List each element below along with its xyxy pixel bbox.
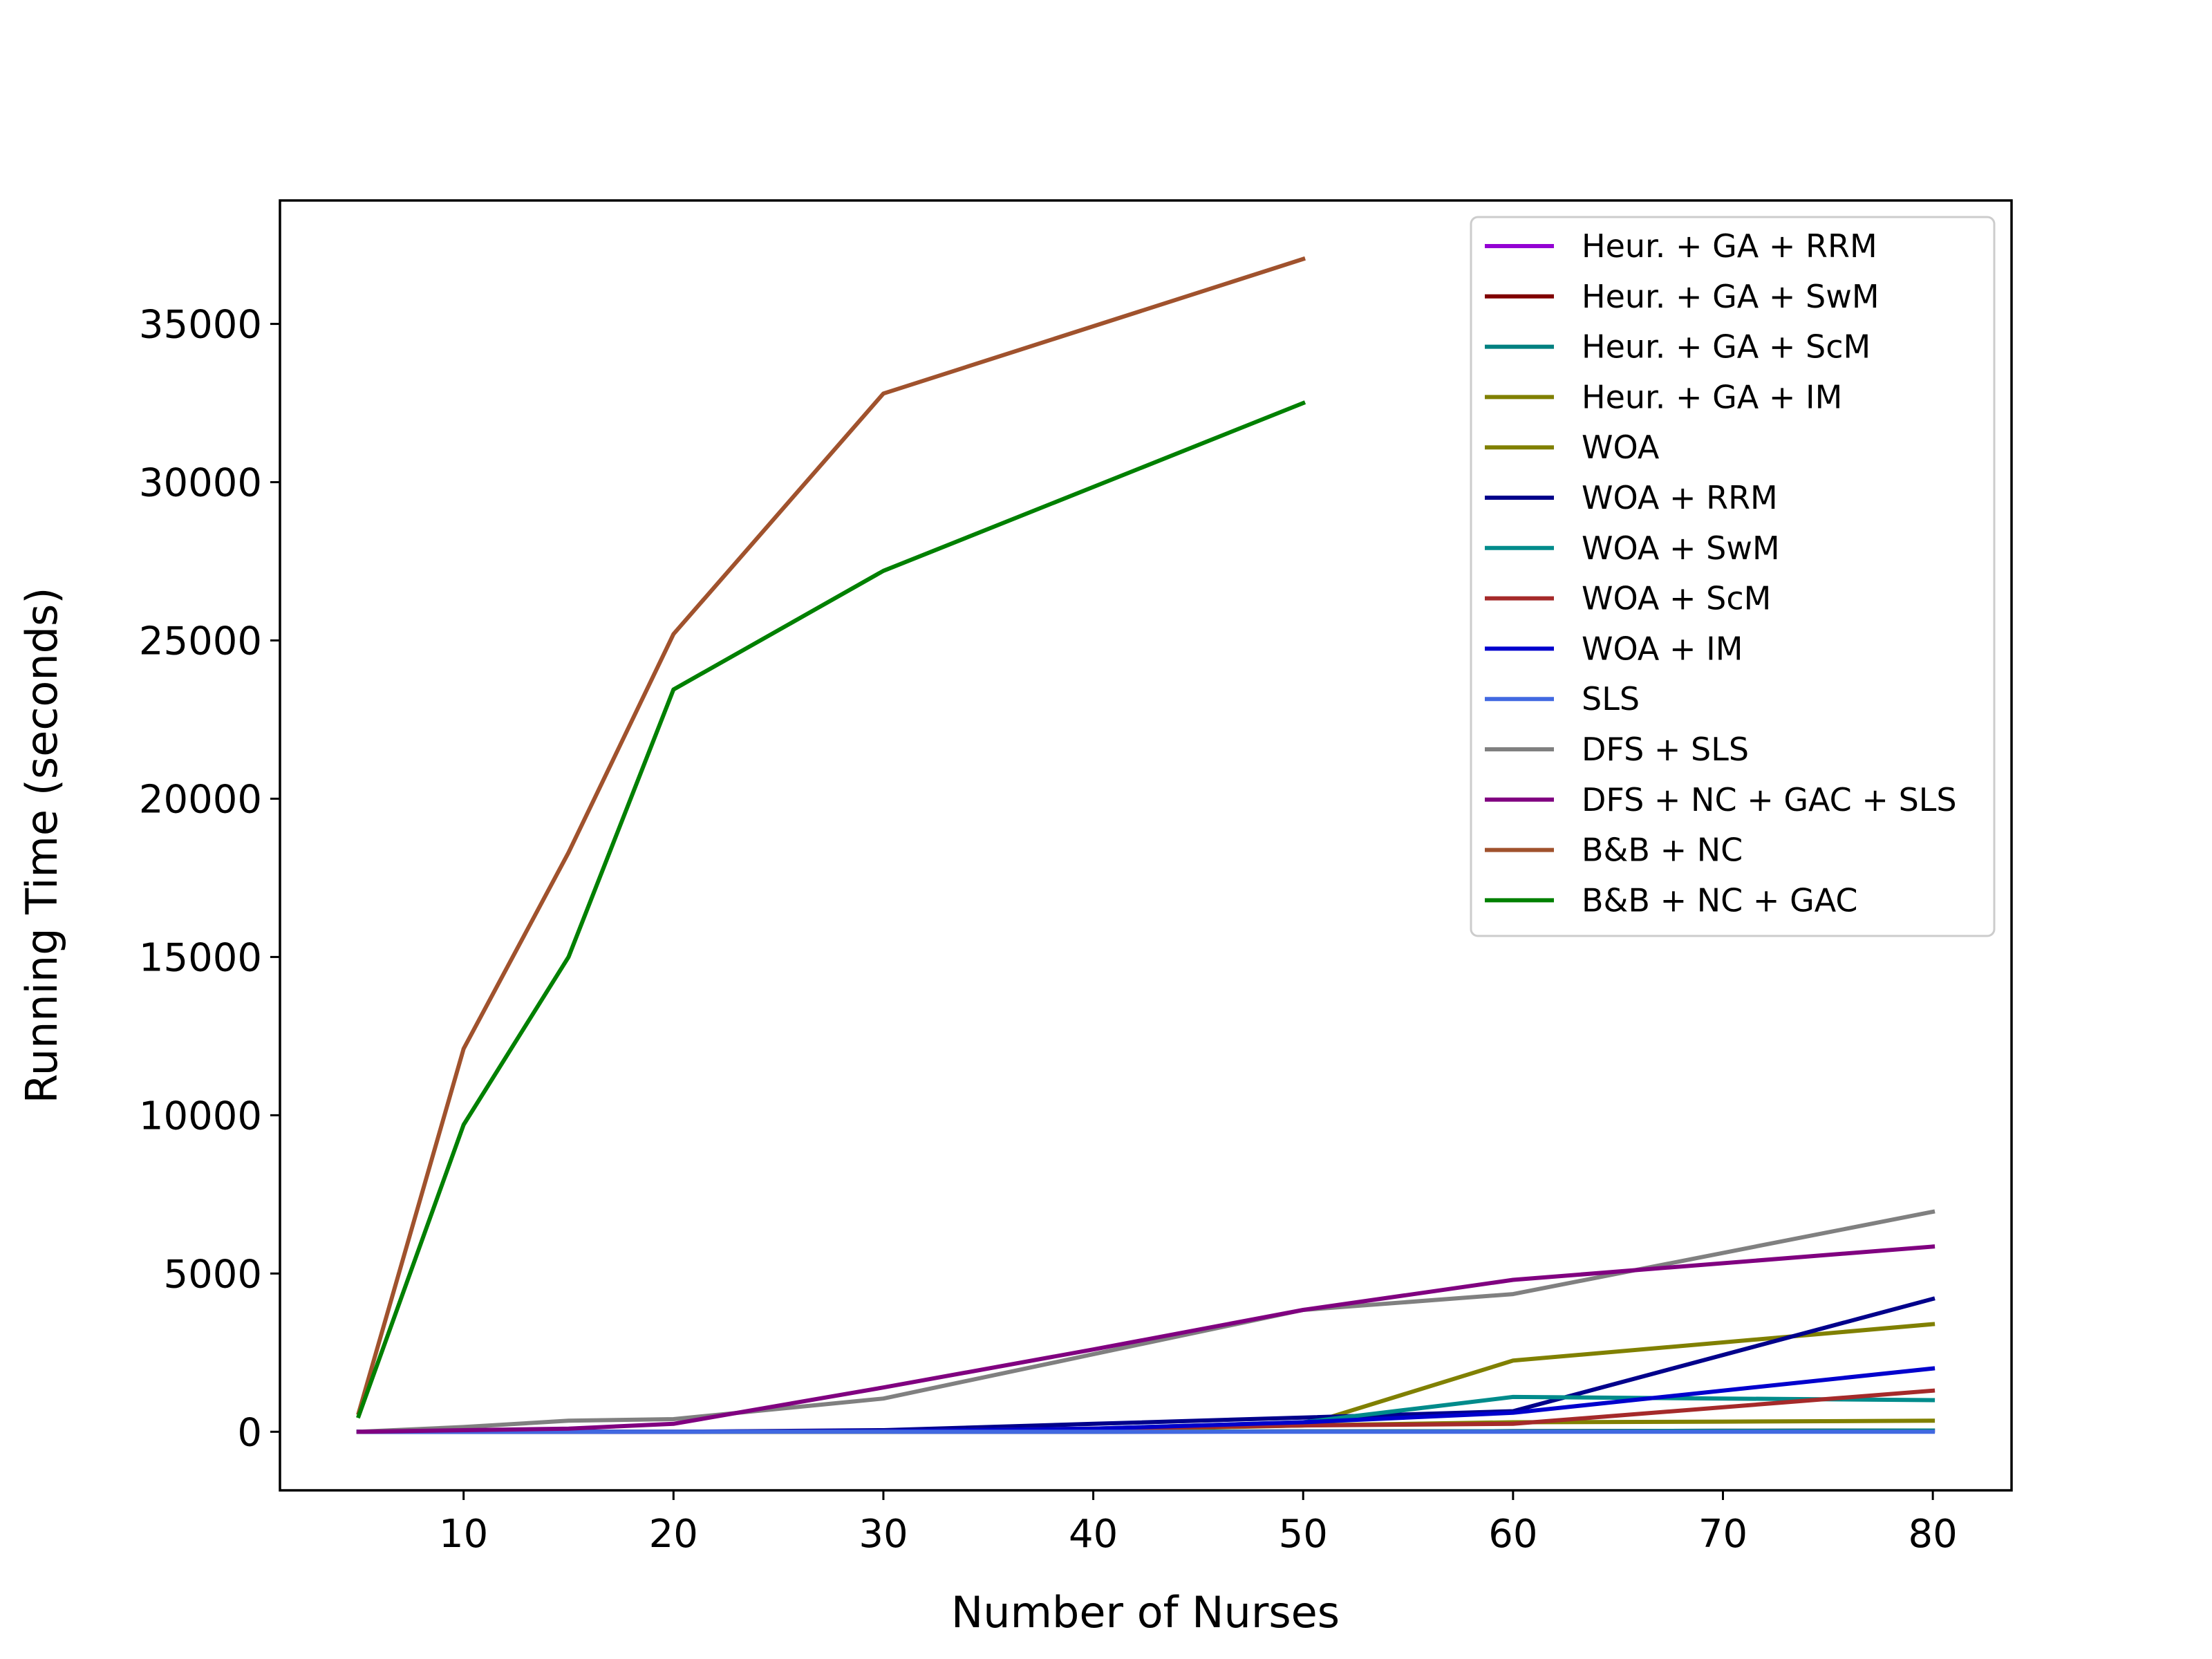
legend-label: SLS: [1582, 680, 1640, 718]
x-tick-label: 50: [1279, 1512, 1328, 1557]
legend-frame: [1470, 216, 1996, 937]
plot-frame: [279, 199, 2013, 1492]
legend-item: WOA + IM: [1485, 630, 1743, 667]
y-tick-label: 10000: [139, 1094, 262, 1138]
y-tick-label: 35000: [139, 303, 262, 348]
legend-item: Heur. + GA + ScM: [1485, 328, 1871, 366]
x-tick-label: 10: [439, 1512, 488, 1557]
x-axis-ticks: 10 20 30 40 50 60 70 80: [439, 1490, 1958, 1557]
x-tick-label: 20: [649, 1512, 698, 1557]
plot-lines: [356, 256, 1936, 1434]
x-axis-title: Number of Nurses: [951, 1587, 1340, 1638]
y-tick-label: 20000: [139, 777, 262, 822]
legend-label: DFS + SLS: [1582, 731, 1749, 768]
y-tick-label: 0: [237, 1410, 262, 1455]
legend-label: WOA + SwM: [1582, 529, 1780, 567]
legend-label: WOA + IM: [1582, 630, 1743, 667]
legend: Heur. + GA + RRM Heur. + GA + SwM Heur. + …: [1470, 216, 1996, 937]
legend-item: B&B + NC + GAC: [1485, 881, 1858, 919]
legend-label: WOA: [1582, 429, 1660, 466]
y-tick-label: 30000: [139, 461, 262, 506]
legend-label: Heur. + GA + RRM: [1582, 227, 1877, 265]
series-line-bandb-nc-gac: [356, 400, 1306, 1419]
series-line-dfs-sls: [356, 1209, 1936, 1434]
legend-label: WOA + RRM: [1582, 479, 1778, 516]
legend-item: Heur. + GA + RRM: [1485, 227, 1877, 265]
legend-label: Heur. + GA + IM: [1582, 378, 1842, 415]
legend-item: WOA + SwM: [1485, 529, 1780, 567]
legend-item: SLS: [1485, 680, 1640, 718]
y-tick-label: 5000: [163, 1252, 262, 1297]
x-tick-label: 30: [859, 1512, 908, 1557]
legend-item: Heur. + GA + IM: [1485, 378, 1842, 415]
x-tick-label: 80: [1909, 1512, 1958, 1557]
legend-item: WOA + ScM: [1485, 580, 1771, 617]
legend-entries: Heur. + GA + RRM Heur. + GA + SwM Heur. + …: [1485, 227, 1957, 919]
y-axis-title: Running Time (seconds): [17, 588, 67, 1104]
legend-label: B&B + NC + GAC: [1582, 881, 1858, 919]
legend-item: DFS + SLS: [1485, 731, 1749, 768]
legend-label: Heur. + GA + ScM: [1582, 328, 1871, 366]
legend-item: DFS + NC + GAC + SLS: [1485, 781, 1957, 818]
y-tick-label: 25000: [139, 619, 262, 664]
x-tick-label: 70: [1698, 1512, 1747, 1557]
x-tick-label: 60: [1488, 1512, 1537, 1557]
y-axis-ticks: 0 5000 10000 15000 20000 25000 30000 35000: [139, 303, 280, 1455]
legend-item: WOA: [1485, 429, 1660, 466]
series-line-dfs-nc-gac-sls: [356, 1244, 1936, 1434]
series-line-bandb-nc: [356, 256, 1306, 1416]
y-tick-label: 15000: [139, 935, 262, 980]
legend-label: DFS + NC + GAC + SLS: [1582, 781, 1957, 818]
legend-item: B&B + NC: [1485, 832, 1743, 869]
legend-label: Heur. + GA + SwM: [1582, 278, 1880, 315]
legend-label: WOA + ScM: [1582, 580, 1771, 617]
legend-item: WOA + RRM: [1485, 479, 1778, 516]
x-tick-label: 40: [1069, 1512, 1118, 1557]
legend-item: Heur. + GA + SwM: [1485, 278, 1880, 315]
legend-label: B&B + NC: [1582, 832, 1743, 869]
